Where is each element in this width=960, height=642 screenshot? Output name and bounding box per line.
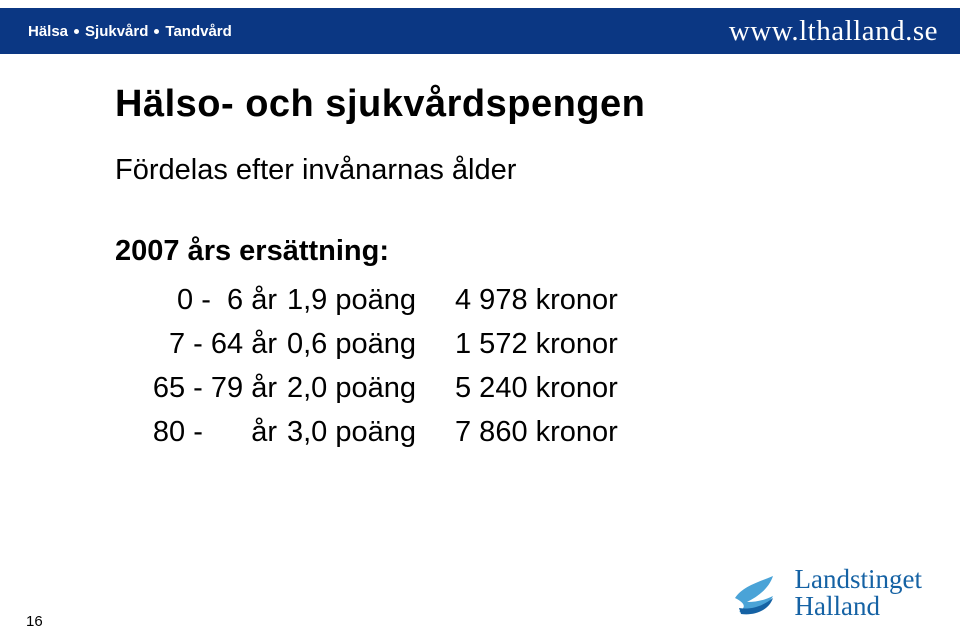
logo-text: Landstinget Halland [795,566,922,620]
cell-kronor: 1 572 kronor [455,322,715,366]
separator-dot-icon [74,29,79,34]
logo-line-1: Landstinget [795,566,922,593]
slide-subtitle: Fördelas efter invånarnas ålder [115,154,855,187]
cell-points: 0,6 poäng [287,322,455,366]
cell-points: 2,0 poäng [287,366,455,410]
slide-title: Hälso- och sjukvårdspengen [115,83,855,126]
table-row: 7 - 64 år 0,6 poäng 1 572 kronor [115,322,855,366]
slide-content: Hälso- och sjukvårdspengen Fördelas efte… [115,83,855,454]
cell-age: 0 - 6 år [115,278,287,322]
cell-age: 80 - år [115,410,287,454]
cell-points: 1,9 poäng [287,278,455,322]
cell-age: 65 - 79 år [115,366,287,410]
crumb-halsa: Hälsa [28,23,68,40]
cell-age: 7 - 64 år [115,322,287,366]
header-bar: Hälsa Sjukvård Tandvård www.lthalland.se [0,8,960,54]
table-row: 0 - 6 år 1,9 poäng 4 978 kronor [115,278,855,322]
cell-points: 3,0 poäng [287,410,455,454]
logo-line-2: Halland [795,593,922,620]
cell-kronor: 4 978 kronor [455,278,715,322]
table-row: 80 - år 3,0 poäng 7 860 kronor [115,410,855,454]
landstinget-halland-logo: Landstinget Halland [729,566,922,620]
table-row: 65 - 79 år 2,0 poäng 5 240 kronor [115,366,855,410]
crumb-sjukvard: Sjukvård [85,23,148,40]
breadcrumb: Hälsa Sjukvård Tandvård [28,23,232,40]
website-url: www.lthalland.se [729,15,938,48]
list-heading: 2007 års ersättning: [115,235,855,268]
bird-icon [729,566,785,620]
separator-dot-icon [154,29,159,34]
page-number: 16 [26,613,43,630]
ersattning-table: 0 - 6 år 1,9 poäng 4 978 kronor 7 - 64 å… [115,278,855,454]
cell-kronor: 7 860 kronor [455,410,715,454]
crumb-tandvard: Tandvård [165,23,231,40]
presentation-slide: Hälsa Sjukvård Tandvård www.lthalland.se… [0,0,960,642]
cell-kronor: 5 240 kronor [455,366,715,410]
